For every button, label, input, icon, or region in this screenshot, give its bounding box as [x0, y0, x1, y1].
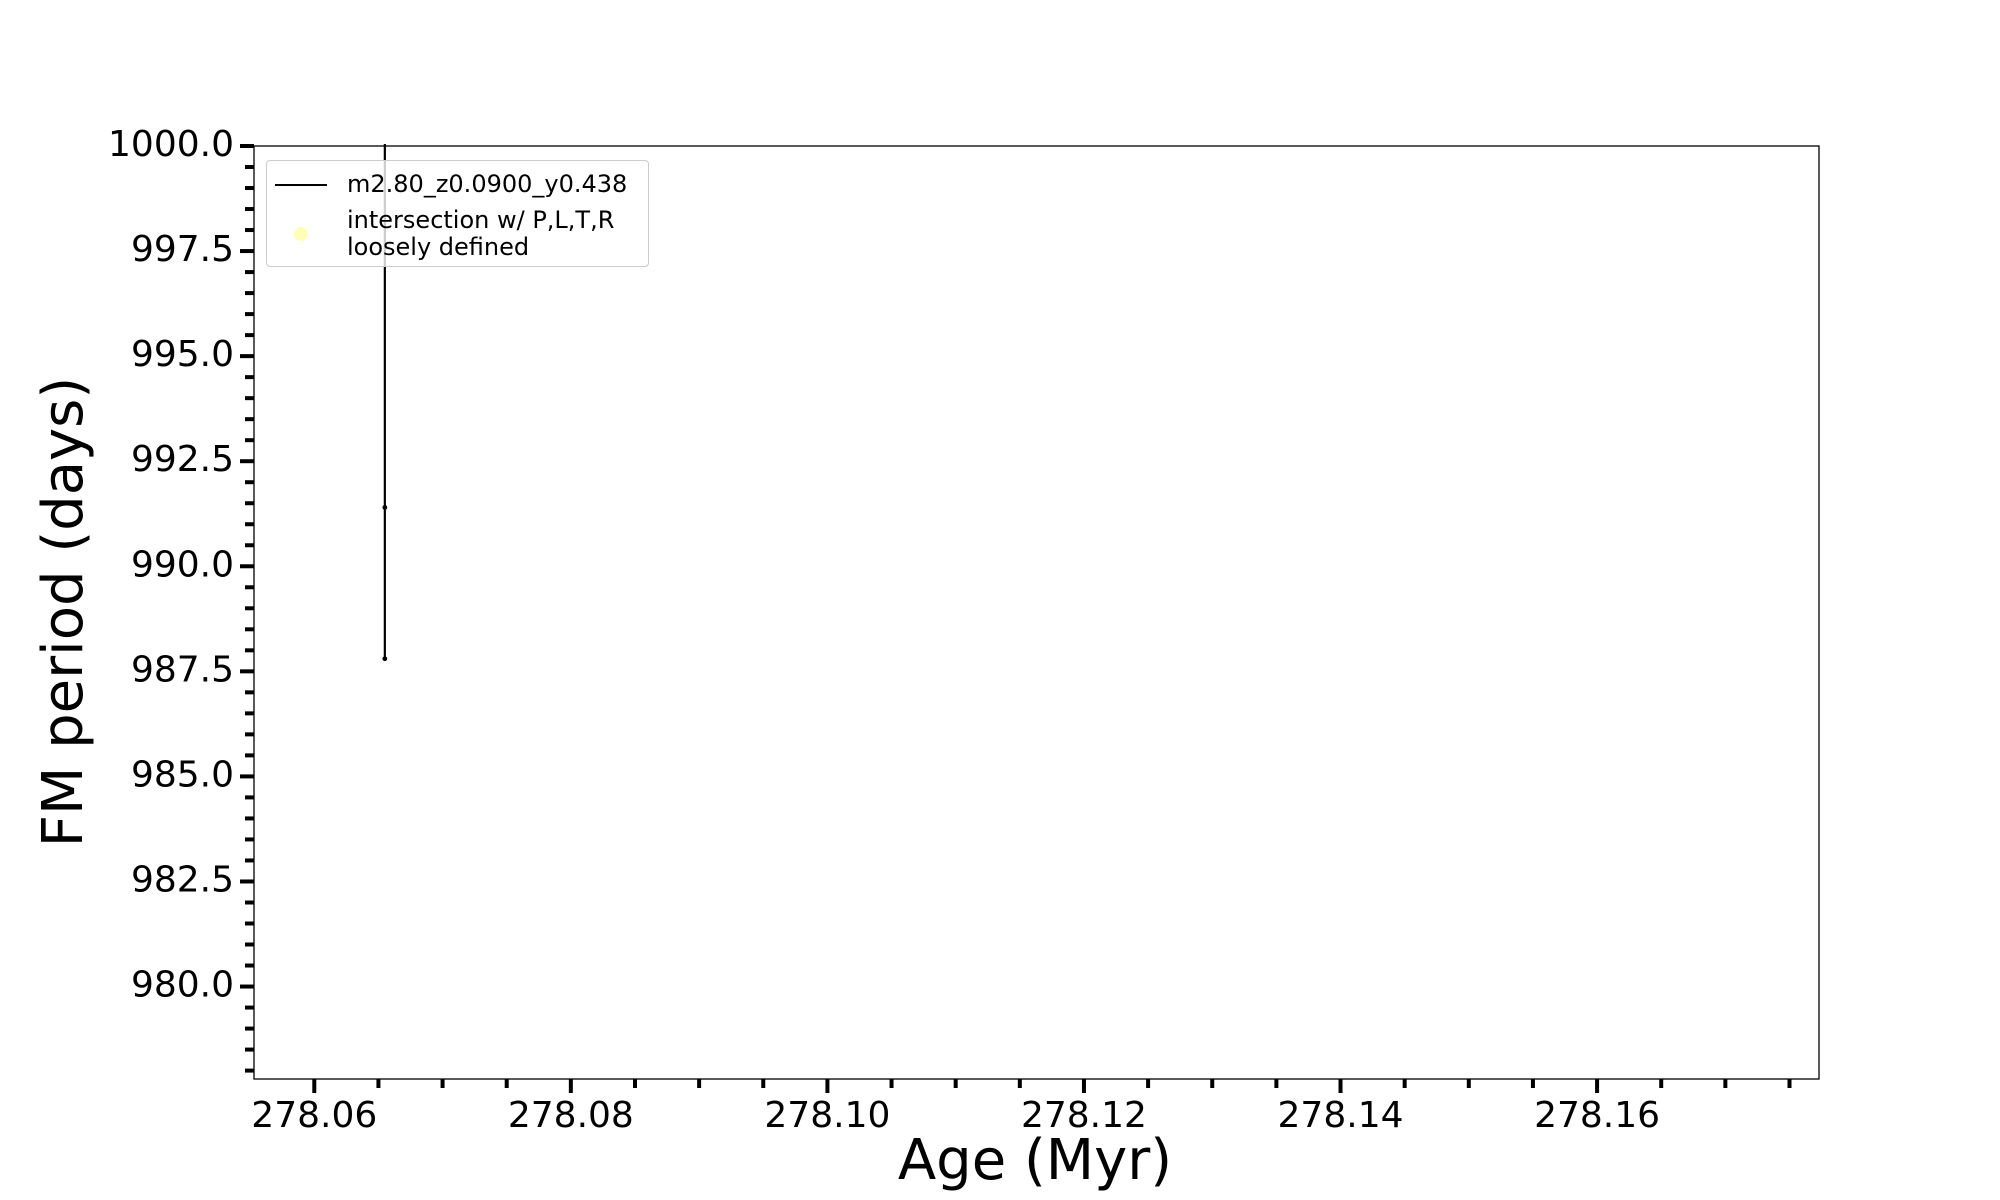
y-tick-label: 992.5: [131, 439, 234, 480]
series-marker: [382, 18, 387, 23]
x-tick-label: 278.10: [764, 1095, 890, 1136]
legend-label: intersection w/ P,L,T,R loosely defined: [347, 206, 615, 261]
x-axis-label: Age (Myr): [898, 1128, 1172, 1193]
x-tick-label: 278.08: [508, 1095, 634, 1136]
legend: m2.80_z0.0900_y0.438 intersection w/ P,L,…: [266, 160, 649, 267]
series-marker: [382, 505, 388, 510]
series-marker: [382, 656, 388, 662]
y-tick-label: 1000.0: [108, 124, 234, 165]
legend-line: [275, 183, 327, 186]
plot-frame: [253, 145, 1820, 1080]
x-tick-label: 278.16: [1534, 1095, 1660, 1136]
plot-area: [382, 18, 388, 662]
x-tick-label: 278.06: [251, 1095, 377, 1136]
y-tick-label: 980.0: [131, 965, 234, 1006]
y-tick-label: 990.0: [131, 544, 234, 585]
y-tick-label: 995.0: [131, 334, 234, 375]
y-tick-label: 997.5: [131, 229, 234, 270]
x-tick-label: 278.14: [1278, 1095, 1404, 1136]
legend-label: m2.80_z0.0900_y0.438: [347, 170, 628, 198]
y-tick-label: 982.5: [131, 859, 234, 900]
x-tick-label: 278.12: [1021, 1095, 1147, 1136]
y-tick-label: 985.0: [131, 754, 234, 795]
legend-marker: [294, 227, 308, 241]
y-axis-label: FM period (days): [31, 377, 96, 847]
y-tick-label: 987.5: [131, 649, 234, 690]
